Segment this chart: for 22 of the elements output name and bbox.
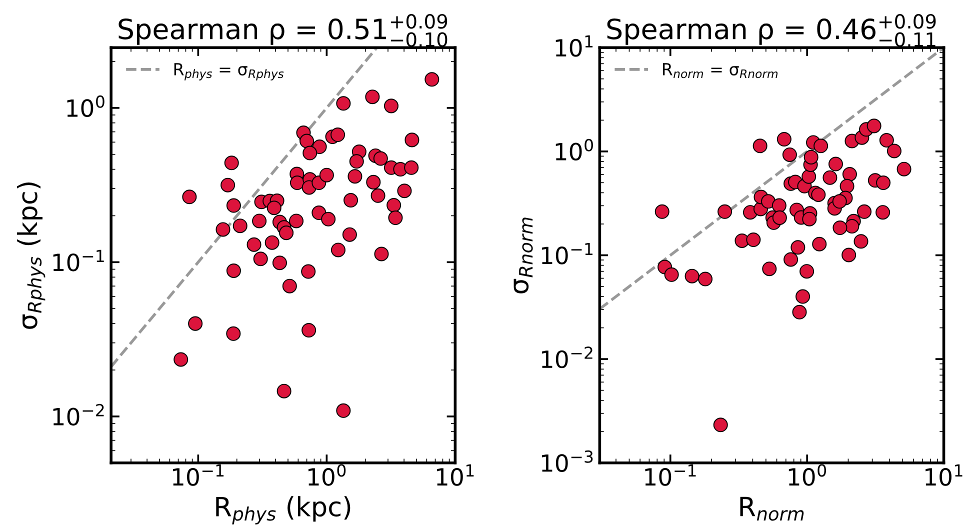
x-tick-label: 10$^{−1}$ [645, 464, 696, 486]
x-tick-label: 10$^{1}$ [926, 464, 962, 486]
y-tick-label: 10$^{−2}$ [542, 346, 592, 368]
chart-title: Spearman ρ = 0.46$^{+0.09}$$_{−0.11}$ [607, 14, 936, 47]
x-tick-label: 10$^{0}$ [788, 464, 826, 486]
y-tick-label: 10$^{−2}$ [53, 404, 104, 426]
y-tick-label: 10$^{−1}$ [53, 250, 104, 272]
legend-label: R$_{norm}$ = σ$_{Rnorm}$ [662, 63, 778, 78]
y-tick-label: 10$^{−1}$ [542, 242, 592, 264]
y-axis-title: σ$_{Rphys}$ (kpc) [16, 182, 46, 329]
x-axis-title: R$_{phys}$ (kpc) [216, 496, 350, 524]
y-tick-label: 10$^{−3}$ [542, 450, 593, 472]
x-axis-title: R$_{norm}$ [740, 496, 804, 521]
x-tick-label: 10$^{1}$ [436, 464, 474, 486]
y-tick-label: 10$^{0}$ [556, 138, 593, 161]
y-tick-label: 10$^{1}$ [556, 35, 593, 57]
y-tick-label: 10$^{0}$ [67, 95, 104, 118]
chart-title: Spearman ρ = 0.51$^{+0.09}$$_{−0.10}$ [118, 14, 448, 47]
y-axis-title: σ$_{Rnorm}$ [514, 218, 533, 294]
legend-label: R$_{phys}$ = σ$_{Rphys}$ [174, 63, 284, 80]
x-tick-label: 10$^{−1}$ [173, 464, 224, 486]
x-tick-label: 10$^{0}$ [308, 464, 346, 486]
